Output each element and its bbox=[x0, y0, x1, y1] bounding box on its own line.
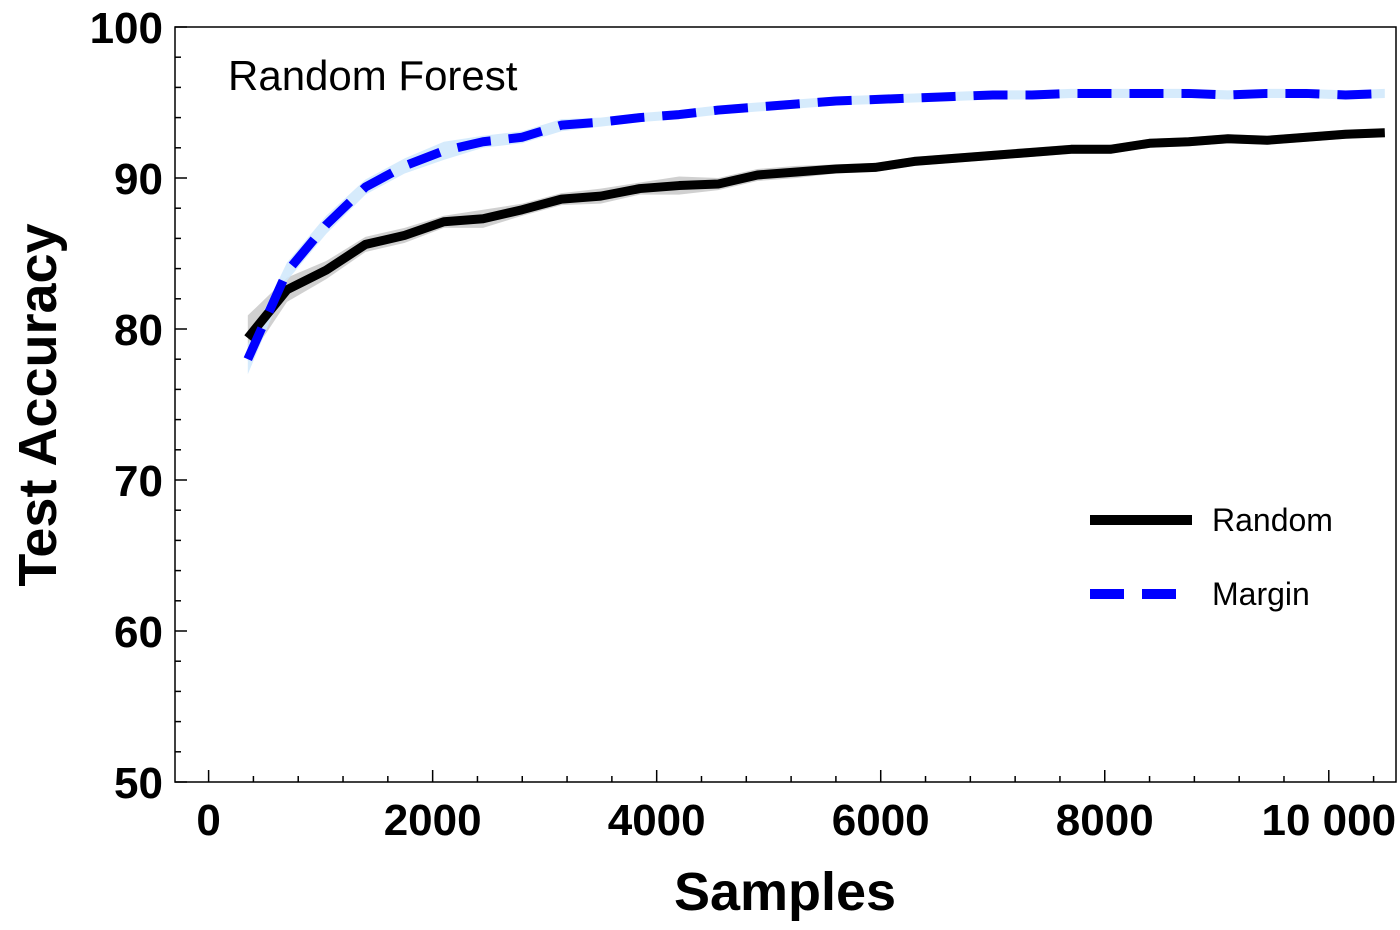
legend: Random Margin bbox=[1090, 502, 1333, 612]
x-tick-label: 2000 bbox=[384, 796, 482, 845]
y-tick-label: 50 bbox=[114, 759, 163, 808]
y-tick-label: 80 bbox=[114, 306, 163, 355]
chart-annotation: Random Forest bbox=[228, 52, 518, 99]
x-tick-label: 10 000 bbox=[1261, 796, 1396, 845]
x-tick-label: 8000 bbox=[1056, 796, 1154, 845]
y-axis-title: Test Accuracy bbox=[8, 223, 68, 586]
x-tick-label: 0 bbox=[196, 796, 220, 845]
y-tick-label: 90 bbox=[114, 155, 163, 204]
axis-ticks bbox=[175, 26, 1375, 783]
x-tick-labels: 0 2000 4000 6000 8000 10 000 bbox=[196, 796, 1396, 845]
x-tick-label: 6000 bbox=[832, 796, 930, 845]
x-axis-title: Samples bbox=[674, 862, 896, 922]
series-lines bbox=[243, 88, 1385, 362]
y-tick-labels: 50 60 70 80 90 100 bbox=[90, 4, 163, 808]
y-tick-label: 60 bbox=[114, 608, 163, 657]
legend-label-margin: Margin bbox=[1212, 576, 1310, 612]
y-tick-label: 70 bbox=[114, 457, 163, 506]
series-line-random bbox=[244, 128, 1385, 341]
plot-frame bbox=[174, 26, 1397, 783]
x-tick-label: 4000 bbox=[608, 796, 706, 845]
legend-label-random: Random bbox=[1212, 502, 1333, 538]
y-tick-label: 100 bbox=[90, 4, 163, 53]
series-line-margin bbox=[243, 88, 1385, 362]
